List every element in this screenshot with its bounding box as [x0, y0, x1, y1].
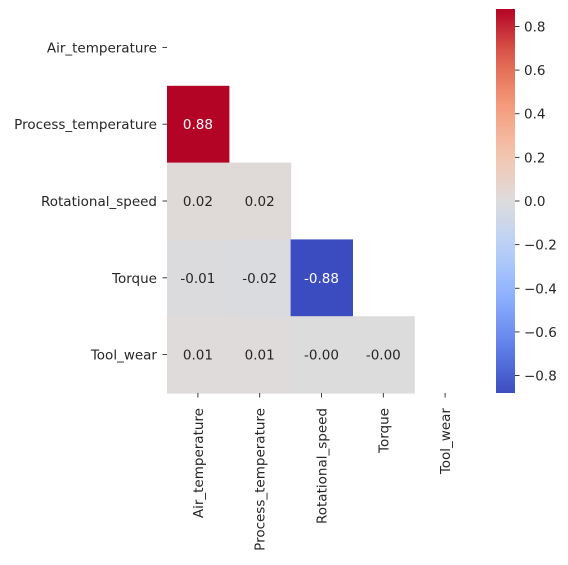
heatmap-cell	[290, 316, 353, 394]
heatmap-cell	[290, 239, 353, 317]
cell-value-label: 0.02	[183, 194, 213, 210]
column-label: Tool_wear	[438, 408, 454, 476]
row-label: Air_temperature	[47, 40, 157, 56]
colorbar-tick-label: 0.6	[524, 63, 545, 79]
row-label: Torque	[111, 271, 157, 287]
cell-value-label: 0.88	[183, 117, 213, 133]
colorbar-tick-label: −0.4	[524, 281, 557, 297]
cell-value-label: 0.02	[245, 194, 275, 210]
row-label: Rotational_speed	[41, 194, 157, 210]
column-label: Process_temperature	[253, 408, 269, 551]
heatmap-cell	[167, 85, 230, 164]
cell-value-label: -0.00	[304, 348, 339, 364]
colorbar: −0.8 −0.6 −0.4 −0.2 0.0 0.2 0.4 0.6 0.8	[496, 9, 557, 393]
column-label: Torque	[376, 408, 392, 454]
colorbar-gradient	[496, 9, 515, 393]
heatmap-cell	[228, 316, 292, 394]
cell-value-label: 0.01	[245, 348, 275, 364]
row-label: Tool_wear	[90, 348, 158, 364]
cell-value-label: -0.02	[242, 271, 277, 287]
cell-value-label: -0.88	[304, 271, 339, 287]
heatmap-cell	[167, 316, 230, 394]
colorbar-tick-label: −0.2	[524, 238, 557, 254]
row-labels: Air_temperature Process_temperature Rotati…	[14, 40, 167, 364]
heatmap-cell	[228, 162, 292, 240]
row-label: Process_temperature	[14, 117, 157, 133]
column-label: Rotational_speed	[315, 408, 331, 524]
column-label: Air_temperature	[191, 408, 207, 518]
heatmap-cell	[167, 239, 230, 317]
heatmap-cell	[228, 239, 292, 317]
heatmap-cell	[352, 316, 415, 394]
cell-value-label: 0.01	[183, 348, 213, 364]
column-labels: Air_temperature Process_temperature Rotati…	[191, 393, 454, 551]
cell-value-label: -0.00	[366, 348, 401, 364]
colorbar-tick-label: 0.4	[524, 107, 545, 123]
heatmap-cell	[167, 162, 230, 240]
heatmap-cells: 0.88 0.02 0.02 -0.01 -0.02 -0.88 0.01 0.01 -0.00…	[167, 85, 415, 394]
colorbar-tick-label: −0.6	[524, 325, 557, 341]
cell-value-label: -0.01	[180, 271, 215, 287]
colorbar-tick-label: −0.8	[524, 369, 557, 385]
colorbar-tick-label: 0.0	[524, 194, 545, 210]
colorbar-tick-label: 0.8	[524, 19, 545, 35]
colorbar-tick-label: 0.2	[524, 150, 545, 166]
